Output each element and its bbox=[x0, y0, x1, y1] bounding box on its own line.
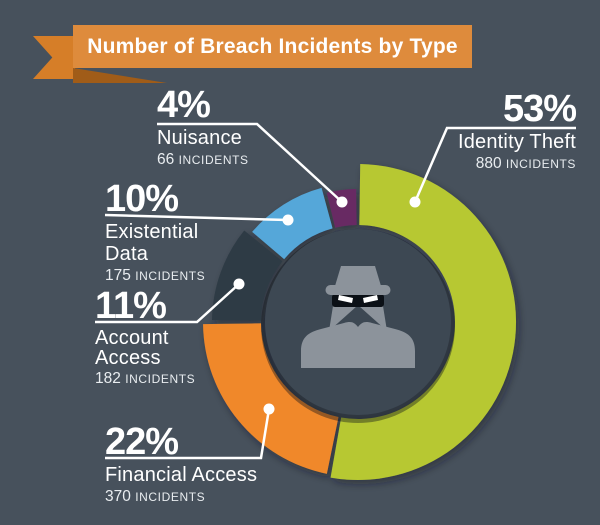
spy-hat-crown bbox=[335, 266, 381, 286]
callout-pct: 10% bbox=[105, 178, 179, 220]
callout-count-number: 370 bbox=[105, 488, 131, 505]
callout-dot-financial-access bbox=[263, 403, 275, 415]
title-ribbon: Number of Breach Incidents by Type bbox=[73, 25, 472, 68]
spy-eye-left bbox=[338, 295, 353, 303]
callout-count: 66 INCIDENTS bbox=[157, 151, 249, 169]
callout-name: Account Access bbox=[95, 327, 169, 369]
slice-identity-theft bbox=[330, 164, 517, 481]
callout-financial-access: 22% Financial Access 370 INCIDENTS bbox=[105, 421, 258, 506]
callout-count: 175 INCIDENTS bbox=[105, 267, 223, 285]
callout-pct: 4% bbox=[157, 84, 211, 126]
callout-nuisance: 4% Nuisance 66 INCIDENTS bbox=[157, 84, 249, 169]
callout-name: Nuisance bbox=[157, 127, 242, 149]
callout-count: 182 INCIDENTS bbox=[95, 370, 195, 388]
callout-existential-data: 10% Existential Data 175 INCIDENTS bbox=[105, 178, 223, 285]
callout-count-unit: INCIDENTS bbox=[125, 372, 196, 386]
callout-count: 880 INCIDENTS bbox=[458, 155, 576, 173]
callout-pct: 53% bbox=[502, 88, 577, 130]
slice-nuisance bbox=[326, 189, 357, 228]
slice-existential-data bbox=[252, 187, 333, 260]
callout-line-nuisance bbox=[157, 122, 343, 203]
callout-name: Identity Theft bbox=[457, 131, 576, 153]
callout-count: 370 INCIDENTS bbox=[105, 488, 257, 506]
callout-line-identity-theft bbox=[413, 126, 576, 203]
callout-pct: 11% bbox=[95, 285, 167, 327]
callout-pct: 22% bbox=[105, 421, 179, 463]
callout-count-unit: INCIDENTS bbox=[135, 269, 206, 283]
callout-count-number: 880 bbox=[475, 155, 502, 172]
spy-hat-brim bbox=[325, 285, 391, 295]
spy-eye-right bbox=[363, 295, 378, 303]
callout-count-number: 175 bbox=[105, 267, 131, 284]
callout-name: Existential Data bbox=[105, 221, 199, 265]
callout-lines bbox=[95, 122, 576, 460]
callout-name: Financial Access bbox=[105, 464, 258, 486]
callout-line-account-access bbox=[95, 283, 240, 324]
spy-torso bbox=[301, 322, 415, 368]
callout-count-number: 182 bbox=[95, 370, 121, 387]
callout-identity-theft: 53% Identity Theft 880 INCIDENTS bbox=[457, 88, 577, 173]
callout-line-existential-data bbox=[104, 213, 289, 222]
slice-account-access bbox=[212, 230, 283, 321]
callout-dot-nuisance bbox=[336, 196, 348, 208]
callout-count-number: 66 bbox=[157, 151, 175, 168]
callout-count-unit: INCIDENTS bbox=[505, 157, 576, 171]
callout-dots bbox=[233, 196, 421, 415]
callout-account-access: 11% Account Access 182 INCIDENTS bbox=[95, 285, 195, 388]
callout-dot-identity-theft bbox=[409, 196, 421, 208]
donut-slices bbox=[203, 164, 517, 481]
spy-collar-right bbox=[359, 306, 387, 331]
callout-count-unit: INCIDENTS bbox=[135, 490, 206, 504]
spy-icon bbox=[301, 266, 415, 368]
chart-center-disk bbox=[265, 229, 451, 415]
callout-dot-account-access bbox=[233, 278, 245, 290]
callout-line-financial-access bbox=[105, 408, 271, 460]
page-title: Number of Breach Incidents by Type bbox=[87, 34, 458, 58]
callout-count-unit: INCIDENTS bbox=[178, 153, 249, 167]
spy-collar-left bbox=[329, 306, 357, 331]
slice-financial-access bbox=[203, 323, 339, 474]
callout-dot-existential-data bbox=[282, 214, 294, 226]
